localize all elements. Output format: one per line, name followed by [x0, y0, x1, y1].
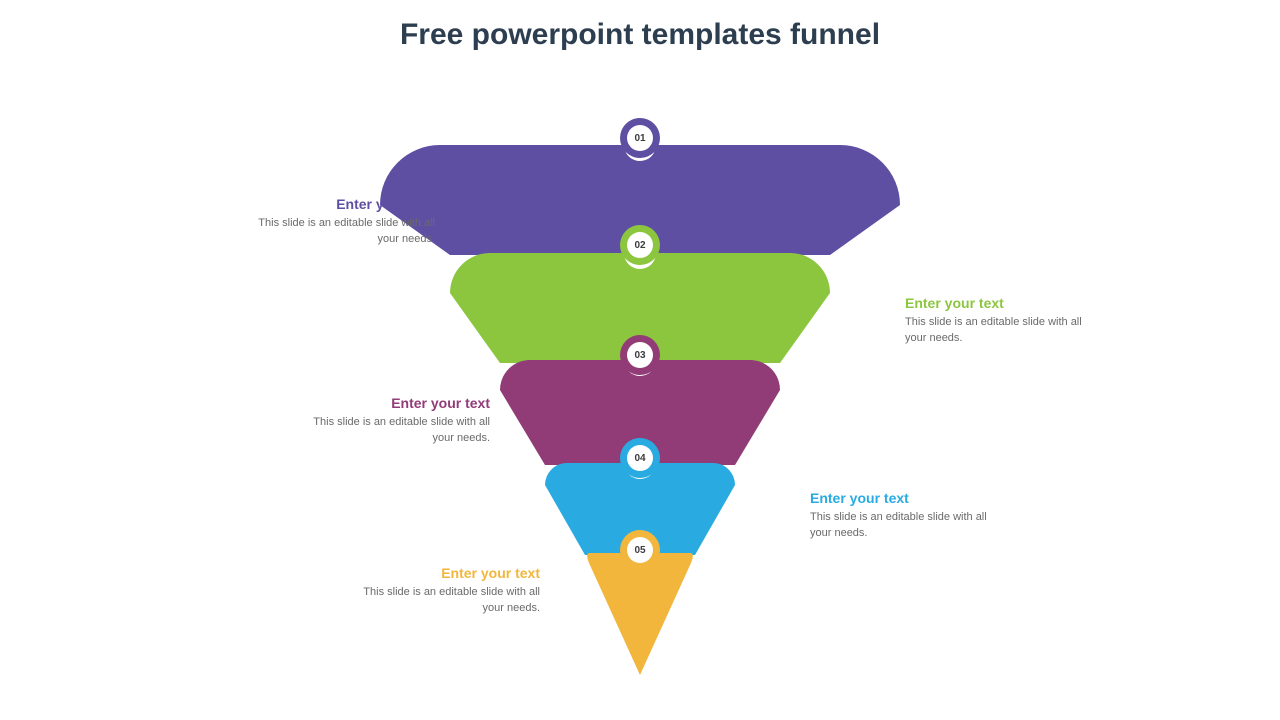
- callout-level-3: Enter your text This slide is an editable…: [290, 395, 490, 447]
- level-badge-number: 03: [627, 342, 653, 368]
- funnel-stage: 01 02 03 04 05 Enter your text This slide is …: [0, 0, 1280, 720]
- callout-level-4: Enter your text This slide is an editable…: [810, 490, 1010, 542]
- level-badge-number: 02: [627, 232, 653, 258]
- level-badge-number: 04: [627, 445, 653, 471]
- callout-level-1: Enter your text This slide is an editable…: [235, 196, 435, 248]
- callout-body: This slide is an editable slide with all…: [810, 510, 1010, 542]
- callout-body: This slide is an editable slide with all…: [340, 585, 540, 617]
- callout-level-5: Enter your text This slide is an editable…: [340, 565, 540, 617]
- funnel-level-5: [587, 553, 693, 675]
- callout-body: This slide is an editable slide with all…: [905, 315, 1105, 347]
- callout-heading: Enter your text: [340, 565, 540, 581]
- level-badge-5: 05: [620, 530, 660, 570]
- level-badge-4: 04: [620, 438, 660, 478]
- level-badge-number: 01: [627, 125, 653, 151]
- callout-body: This slide is an editable slide with all…: [235, 216, 435, 248]
- level-badge-number: 05: [627, 537, 653, 563]
- callout-heading: Enter your text: [235, 196, 435, 212]
- level-badge-2: 02: [620, 225, 660, 265]
- callout-heading: Enter your text: [905, 295, 1105, 311]
- level-badge-1: 01: [620, 118, 660, 158]
- level-badge-3: 03: [620, 335, 660, 375]
- callout-heading: Enter your text: [810, 490, 1010, 506]
- callout-level-2: Enter your text This slide is an editable…: [905, 295, 1105, 347]
- callout-body: This slide is an editable slide with all…: [290, 415, 490, 447]
- callout-heading: Enter your text: [290, 395, 490, 411]
